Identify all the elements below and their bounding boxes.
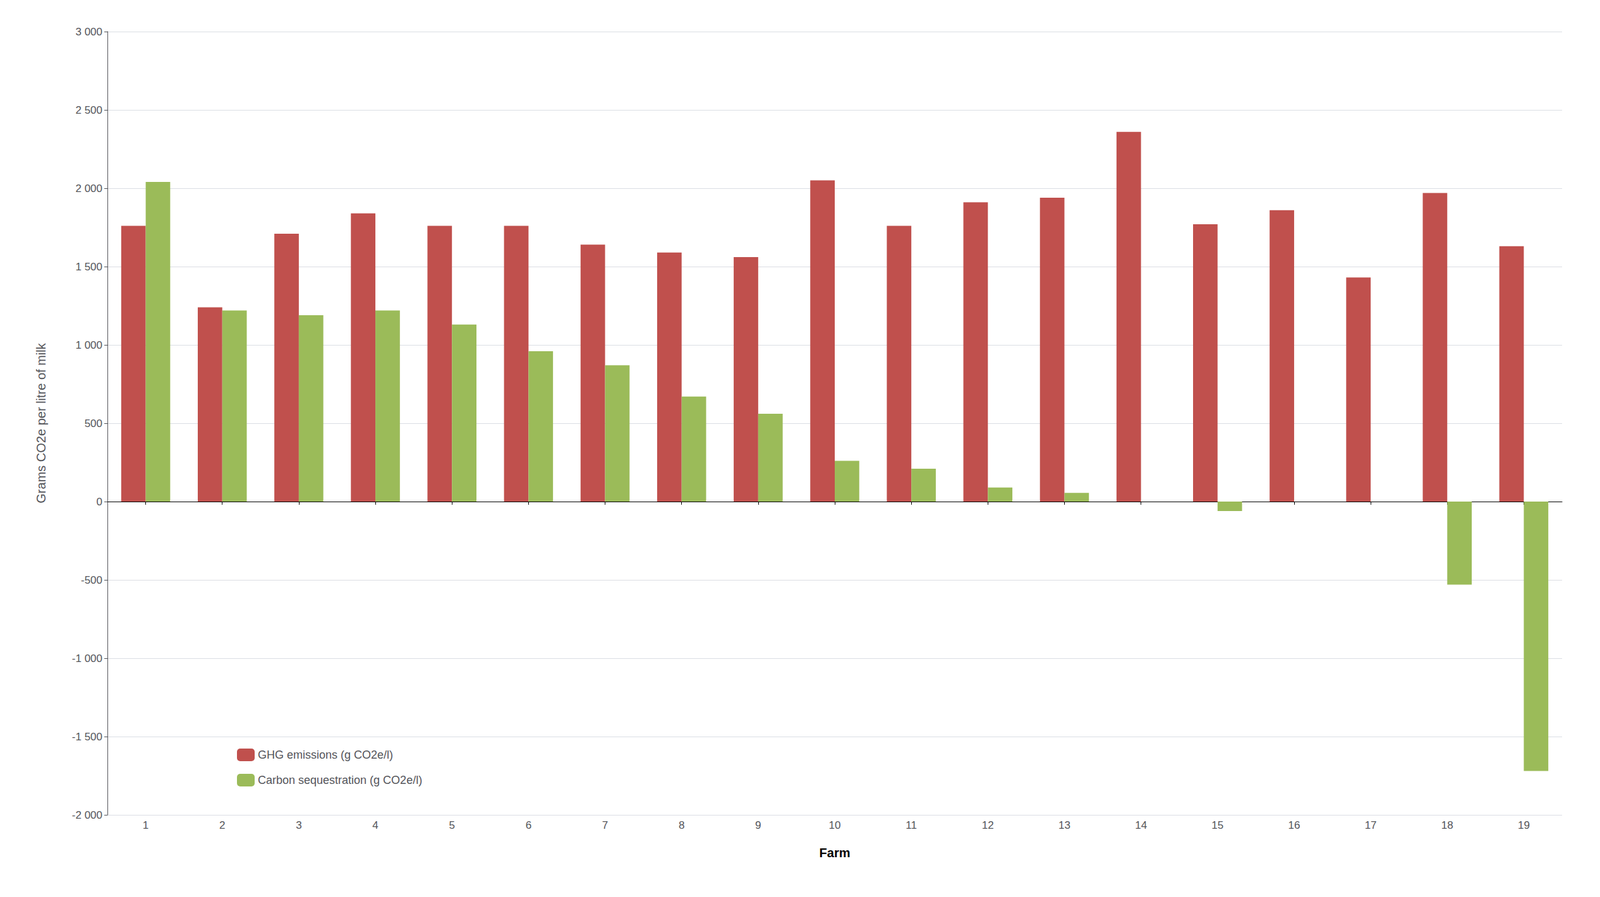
svg-text:2 000: 2 000 xyxy=(75,182,103,195)
svg-text:Grams CO2e per litre of milk: Grams CO2e per litre of milk xyxy=(34,342,49,504)
svg-text:2: 2 xyxy=(219,819,225,832)
svg-text:1 500: 1 500 xyxy=(75,260,103,273)
svg-text:-500: -500 xyxy=(80,574,103,587)
svg-text:2 500: 2 500 xyxy=(75,104,103,117)
svg-text:3 000: 3 000 xyxy=(75,25,103,38)
svg-text:Carbon sequestration (g CO2e/l: Carbon sequestration (g CO2e/l) xyxy=(257,774,423,787)
svg-text:14: 14 xyxy=(1134,819,1147,832)
svg-text:13: 13 xyxy=(1058,819,1071,832)
svg-text:0: 0 xyxy=(96,496,103,509)
svg-text:4: 4 xyxy=(372,819,378,832)
svg-text:17: 17 xyxy=(1364,819,1377,832)
svg-text:10: 10 xyxy=(829,819,842,832)
svg-text:-2 000: -2 000 xyxy=(72,809,103,822)
svg-text:16: 16 xyxy=(1287,819,1300,832)
svg-text:500: 500 xyxy=(84,417,103,430)
svg-text:-1 000: -1 000 xyxy=(72,652,103,665)
svg-text:7: 7 xyxy=(602,819,608,832)
svg-text:6: 6 xyxy=(525,819,532,832)
svg-text:-1 500: -1 500 xyxy=(72,731,103,744)
svg-text:GHG emissions (g CO2e/l): GHG emissions (g CO2e/l) xyxy=(257,748,394,762)
svg-text:11: 11 xyxy=(905,819,917,832)
svg-text:5: 5 xyxy=(448,819,455,832)
svg-text:18: 18 xyxy=(1441,819,1454,832)
svg-text:19: 19 xyxy=(1517,819,1530,832)
svg-text:1: 1 xyxy=(142,819,149,832)
svg-text:Farm: Farm xyxy=(819,846,851,861)
svg-text:12: 12 xyxy=(981,819,994,832)
svg-text:1 000: 1 000 xyxy=(75,339,103,352)
svg-text:15: 15 xyxy=(1211,819,1224,832)
svg-text:9: 9 xyxy=(755,819,761,832)
svg-text:8: 8 xyxy=(678,819,685,832)
svg-text:3: 3 xyxy=(295,819,302,832)
